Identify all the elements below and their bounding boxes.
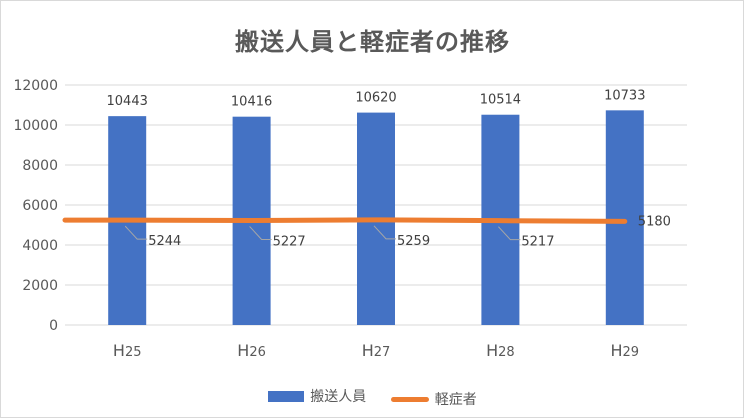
y-tick-label: 2000 [22, 278, 58, 294]
bar [605, 110, 644, 325]
line-data-label: 5244 [148, 234, 181, 249]
leader-line [373, 225, 396, 240]
legend-label-line: 軽症者 [434, 392, 477, 408]
y-tick-label: 8000 [22, 158, 58, 174]
line-data-label: 5227 [273, 234, 306, 249]
chart-title: 搬送人員と軽症者の推移 [235, 28, 510, 56]
y-tick-label: 4000 [22, 238, 58, 254]
bar-data-label: 10416 [231, 95, 272, 110]
x-tick-label: H29 [611, 341, 640, 360]
legend-swatch-line [390, 396, 429, 402]
bar-data-label: 10514 [480, 93, 521, 108]
line-data-label: 5217 [521, 235, 554, 250]
legend-label-bar: 搬送人員 [310, 389, 367, 405]
y-tick-label: 10000 [13, 118, 58, 134]
line-series [62, 217, 628, 224]
leader-line [124, 225, 148, 240]
x-tick-label: H25 [113, 341, 142, 360]
bar-data-label: 10620 [355, 91, 396, 106]
legend-item-bar: 搬送人員 [268, 386, 366, 406]
x-tick-label: H26 [237, 341, 266, 360]
x-tick-label: H27 [362, 341, 391, 360]
line-data-label: 5259 [397, 234, 430, 249]
legend-swatch-bar [268, 390, 305, 402]
y-tick-label: 6000 [22, 198, 58, 214]
x-tick-label: H28 [486, 341, 515, 360]
line-data-label: 5180 [638, 214, 671, 229]
leader-line [249, 226, 272, 240]
bar-data-label: 10733 [604, 88, 645, 103]
y-tick-label: 12000 [13, 78, 58, 94]
legend: 搬送人員 軽症者 [0, 386, 745, 409]
legend-item-line: 軽症者 [390, 389, 477, 409]
leader-line [498, 226, 521, 241]
y-tick-label: 0 [49, 318, 58, 334]
bar-data-label: 10443 [107, 94, 148, 109]
